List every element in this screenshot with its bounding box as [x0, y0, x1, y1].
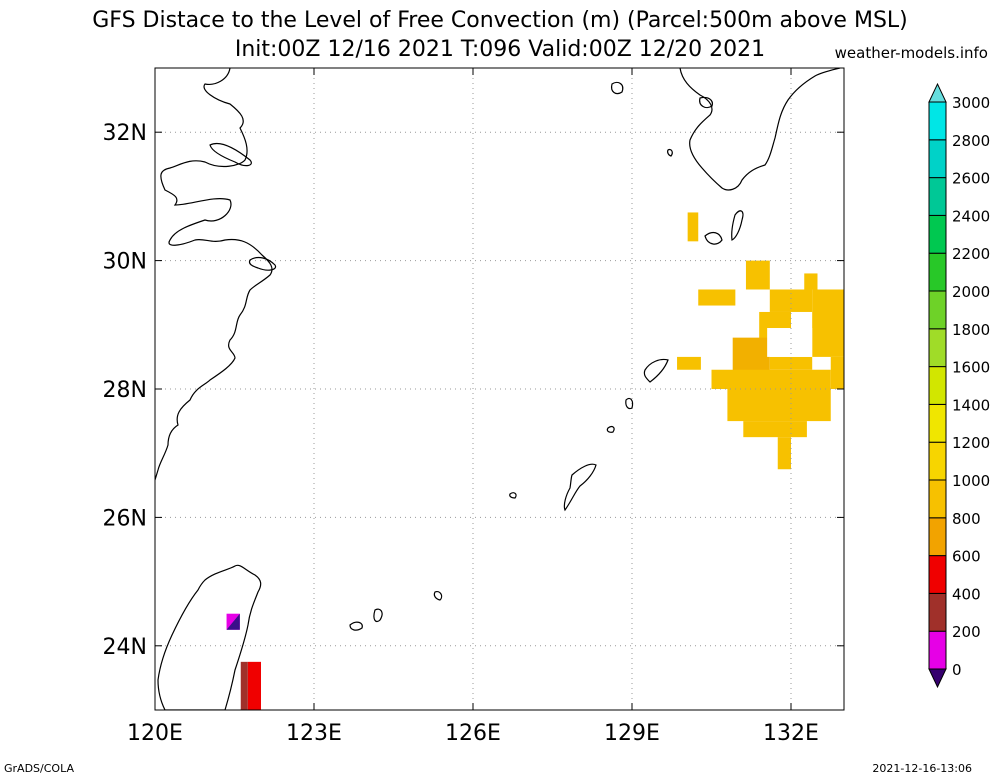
- colorbar-label: 400: [952, 585, 981, 603]
- lfc-cell-9: [830, 356, 844, 389]
- colorbar-swatch: [928, 592, 947, 632]
- coast-tanegashima: [731, 210, 744, 241]
- lon-tick-label: 120E: [127, 721, 183, 746]
- coast-goto: [611, 81, 624, 95]
- lat-tick-label: 26N: [103, 506, 147, 531]
- coast-yakushima: [704, 231, 723, 245]
- axes: 120E 123E 126E 129E 132E 24N 26N 28N 30N 32N: [103, 68, 844, 746]
- lfc-cell-4: [769, 289, 813, 312]
- colorbar-label: 1400: [952, 396, 990, 414]
- lfc-cell-0: [687, 212, 699, 242]
- coast-iriomote: [349, 621, 363, 631]
- colorbar-swatch: [928, 139, 947, 179]
- lfc-cell-1: [698, 289, 736, 306]
- colorbar-label: 2200: [952, 245, 990, 263]
- colorbar-label: 2000: [952, 283, 990, 301]
- lfc-field-layer: [226, 212, 844, 710]
- lat-tick-label: 24N: [103, 635, 147, 660]
- lon-tick-label: 129E: [604, 721, 660, 746]
- lfc-cell-10: [711, 369, 831, 389]
- colorbar-swatch: [928, 101, 947, 141]
- lon-tick-label: 132E: [763, 721, 819, 746]
- colorbar-swatch: [928, 252, 947, 292]
- coast-tokunoshima: [625, 397, 634, 410]
- colorbar-swatch: [928, 479, 947, 519]
- colorbar-bottom-arrow: [928, 668, 947, 689]
- lon-tick-label: 123E: [286, 721, 342, 746]
- lat-tick-label: 32N: [103, 121, 147, 146]
- coast-okinawa: [563, 463, 597, 512]
- lfc-cell-brown: [240, 661, 248, 710]
- grid-lines: [155, 68, 844, 710]
- coast-zhoushan: [248, 256, 277, 271]
- lfc-cell-13: [727, 389, 831, 422]
- colorbar-label: 1200: [952, 434, 990, 452]
- lfc-cell-5: [804, 273, 818, 290]
- colorbar-swatch: [928, 630, 947, 670]
- colorbar: 0 200 400 600 800 1000 1200 1400 1600 1800 2000 220…: [928, 82, 990, 689]
- coast-koshiki: [667, 148, 673, 157]
- coast-taiwan: [157, 564, 262, 710]
- colorbar-swatch: [928, 177, 947, 216]
- colorbar-swatch: [928, 214, 947, 254]
- coast-ishigaki: [373, 608, 383, 623]
- colorbar-swatch: [928, 555, 947, 594]
- colorbar-label: 2400: [952, 207, 990, 225]
- coast-china-mainland: [155, 68, 273, 481]
- coast-miyako: [433, 591, 443, 601]
- colorbar-label: 0: [952, 661, 962, 679]
- lfc-cell-6: [812, 289, 844, 357]
- map-subtitle: Init:00Z 12/16 2021 T:096 Valid:00Z 12/2…: [234, 37, 766, 62]
- colorbar-swatch: [928, 366, 947, 405]
- footer-timestamp: 2021-12-16-13:06: [872, 762, 972, 775]
- lfc-cell-low: [226, 613, 240, 630]
- lfc-cell-3: [745, 260, 770, 290]
- lfc-cell-17: [247, 661, 261, 710]
- colorbar-label: 600: [952, 548, 981, 566]
- colorbar-label: 2800: [952, 132, 990, 150]
- lfc-cell-12: [767, 328, 813, 357]
- site-credit[interactable]: weather-models.info: [834, 44, 988, 62]
- lat-tick-label: 30N: [103, 250, 147, 275]
- coast-okinoerabu: [606, 426, 615, 433]
- colorbar-swatch: [928, 517, 947, 557]
- colorbar-label: 1000: [952, 472, 990, 490]
- footer-software: GrADS/COLA: [4, 762, 74, 775]
- lfc-cell-15: [777, 437, 791, 470]
- colorbar-label: 3000: [952, 94, 990, 112]
- coast-kerama: [509, 492, 517, 499]
- coast-amami: [643, 358, 669, 383]
- colorbar-label: 1600: [952, 359, 990, 377]
- colorbar-top-arrow: [928, 82, 947, 103]
- colorbar-label: 800: [952, 510, 981, 528]
- colorbar-swatch: [928, 328, 947, 368]
- lon-tick-label: 126E: [445, 721, 501, 746]
- lat-tick-label: 28N: [103, 378, 147, 403]
- coast-kyushu: [679, 68, 841, 191]
- map-title: GFS Distace to the Level of Free Convect…: [92, 8, 908, 33]
- colorbar-swatch: [928, 441, 947, 481]
- colorbar-label: 200: [952, 623, 981, 641]
- colorbar-swatch: [928, 290, 947, 330]
- coastlines: [155, 68, 841, 710]
- colorbar-swatch: [928, 403, 947, 443]
- lfc-cell-2: [677, 356, 701, 370]
- coast-kyushu-islet: [699, 96, 713, 109]
- lfc-cell-14: [743, 421, 807, 438]
- coast-yangtze-island: [209, 142, 252, 167]
- colorbar-label: 2600: [952, 170, 990, 188]
- colorbar-label: 1800: [952, 321, 990, 339]
